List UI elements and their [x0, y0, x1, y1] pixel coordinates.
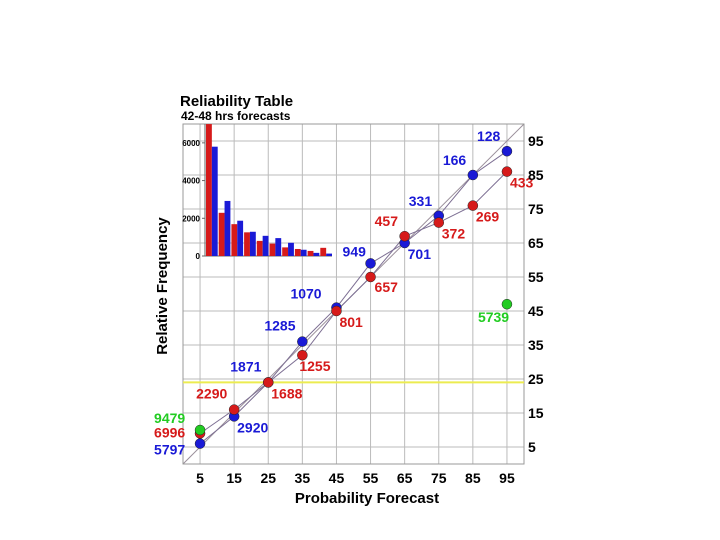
histogram-tick-label: 2000: [182, 214, 200, 223]
x-tick-label: 65: [397, 470, 413, 486]
count-label-blue: 1070: [290, 286, 321, 302]
series-line-blue: [199, 150, 508, 444]
histogram-bar-red: [307, 250, 314, 256]
histogram-bar-blue: [288, 242, 294, 256]
y-tick-label: 85: [528, 167, 544, 183]
count-label-red: 457: [375, 213, 399, 229]
histogram-bar-red: [269, 243, 276, 256]
histogram-bar-blue: [249, 231, 256, 256]
data-point-blue: [194, 438, 206, 449]
inset-histogram: 0 2000 4000 6000: [182, 124, 332, 261]
y-axis-label: Relative Frequency: [154, 217, 171, 355]
count-label-blue: 949: [343, 243, 367, 259]
data-point-green: [501, 298, 513, 310]
histogram-bar-blue: [275, 238, 282, 256]
count-label-red: 269: [476, 209, 500, 225]
chart-title: Reliability Table: [180, 93, 293, 110]
x-tick-label: 5: [196, 470, 204, 486]
data-point-red: [228, 404, 240, 415]
count-label-blue: 128: [477, 128, 501, 144]
count-label-red: 1255: [299, 358, 330, 374]
histogram-bar-red: [206, 124, 212, 256]
count-label-blue: 2920: [237, 419, 268, 435]
data-point-red: [331, 305, 342, 317]
x-tick-label: 15: [226, 470, 242, 486]
x-tick-label: 25: [260, 470, 276, 486]
histogram-bar-red: [231, 224, 238, 256]
data-point-red: [501, 166, 513, 177]
x-tick-label: 75: [431, 470, 447, 486]
histogram-bar-blue: [262, 235, 269, 256]
data-point-blue: [467, 169, 479, 181]
count-label-red: 657: [375, 279, 399, 295]
count-label-blue: 1285: [264, 318, 295, 334]
x-tick-label: 35: [295, 470, 311, 486]
count-label-red: 2290: [196, 386, 227, 402]
data-point-red: [263, 377, 274, 388]
count-label-green: 5739: [478, 309, 509, 325]
count-labels: 5797 2920 1871 1285 1070 949 701 331 166 128 6996 2…: [154, 128, 533, 457]
histogram-bar-blue: [224, 200, 231, 256]
data-point-red: [399, 230, 410, 242]
histogram-bar-blue: [326, 253, 332, 256]
count-label-blue: 5797: [154, 442, 185, 458]
histogram-bar-blue: [313, 252, 320, 256]
histogram-bar-red: [218, 212, 225, 256]
data-point-green: [194, 424, 206, 436]
histogram-bar-blue: [300, 249, 307, 256]
histogram-bar-blue: [237, 220, 244, 256]
count-label-green: 9479: [154, 410, 185, 426]
x-tick-label: 85: [465, 470, 481, 486]
x-tick-label: 45: [329, 470, 345, 486]
count-label-blue: 166: [443, 152, 467, 168]
histogram-tick-label: 0: [196, 252, 201, 261]
count-label-red: 433: [510, 175, 534, 191]
histogram-bar-blue: [211, 146, 218, 256]
histogram-tick-label: 6000: [182, 139, 200, 148]
count-label-blue: 331: [409, 193, 433, 209]
histogram-bar-red: [256, 240, 263, 256]
histogram-bar-red: [282, 247, 289, 256]
data-point-red: [433, 217, 444, 228]
y-tick-label: 95: [528, 133, 544, 149]
histogram-bar-red: [294, 248, 301, 256]
count-label-red: 801: [339, 314, 363, 330]
plot-frame: [182, 123, 525, 465]
y-tick-label: 65: [528, 235, 544, 251]
data-point-red: [467, 200, 479, 211]
count-label-red: 372: [442, 226, 466, 242]
data-point-blue: [297, 336, 308, 347]
y-tick-label: 75: [528, 201, 544, 217]
histogram-bar-red: [244, 232, 250, 256]
y-tick-label: 55: [528, 269, 544, 285]
y-tick-label: 25: [528, 371, 544, 387]
y-tick-label: 45: [528, 303, 544, 319]
data-point-red: [365, 271, 376, 283]
count-label-red: 6996: [154, 424, 185, 440]
data-point-blue: [501, 145, 513, 157]
y-tick-label: 15: [528, 405, 544, 421]
axis-ticks: 5 15 25 35 45 55 65 75 85 95 5 15 25 35 45 55 65 75 85 95: [196, 133, 544, 486]
x-tick-label: 95: [499, 470, 515, 486]
x-axis-label: Probability Forecast: [295, 490, 439, 507]
series-line-red: [199, 171, 508, 434]
x-tick-label: 55: [363, 470, 379, 486]
chart-subtitle: 42-48 hrs forecasts: [181, 109, 291, 123]
series-layer: [194, 145, 513, 449]
y-tick-label: 5: [528, 439, 536, 455]
grid: [183, 124, 524, 464]
histogram-tick-label: 4000: [182, 177, 200, 186]
data-point-blue: [365, 258, 376, 269]
count-label-blue: 1871: [230, 358, 261, 374]
histogram-bar-red: [320, 247, 327, 256]
count-label-blue: 701: [408, 246, 432, 262]
data-point-red: [297, 349, 308, 361]
count-label-red: 1688: [271, 385, 302, 401]
y-tick-label: 35: [528, 337, 544, 353]
